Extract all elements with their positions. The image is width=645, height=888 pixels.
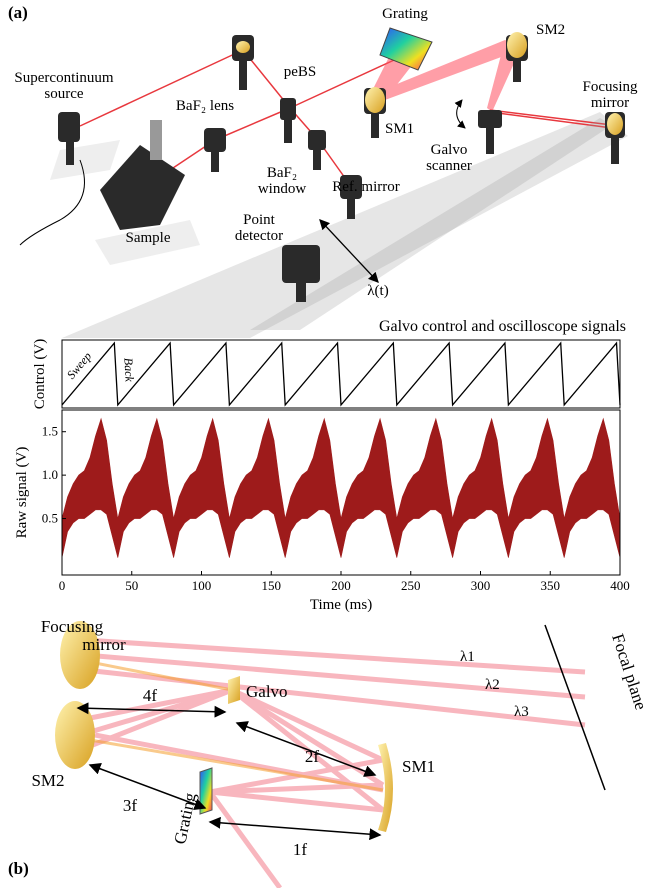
label: Focusing xyxy=(582,79,638,95)
label: λ1 xyxy=(460,649,475,665)
label: λ(t) xyxy=(367,283,388,299)
panel-label: (b) xyxy=(8,859,29,878)
label: Sample xyxy=(126,230,171,246)
x-tick-label: 250 xyxy=(401,578,421,593)
annotation: Sweep xyxy=(64,349,94,381)
signal-area xyxy=(62,419,620,558)
control-line xyxy=(62,343,620,405)
label: Galvo xyxy=(246,682,288,701)
label: SM2 xyxy=(31,771,64,790)
figure: (a) Supercontinuum source BaF₂ lens peBS… xyxy=(0,0,645,888)
label: Grating xyxy=(382,6,428,22)
label: 1f xyxy=(293,840,308,859)
label: Ref. mirror xyxy=(332,179,399,195)
label: BaF₂ lens xyxy=(176,98,234,114)
chart-title: Galvo control and oscilloscope signals xyxy=(379,318,626,335)
y-tick-label: 1.5 xyxy=(42,424,58,439)
label: mirror xyxy=(82,635,126,654)
label: SM2 xyxy=(536,22,565,38)
y-axis-label: Control (V) xyxy=(32,339,48,409)
label: 4f xyxy=(143,686,158,705)
label: Focusing xyxy=(41,617,104,636)
y-tick-label: 1.0 xyxy=(42,467,58,482)
label: scanner xyxy=(426,158,472,174)
label: 3f xyxy=(123,796,138,815)
label: Point xyxy=(243,212,276,228)
label: Focal plane xyxy=(608,631,645,712)
y-tick-label: 0.5 xyxy=(42,511,58,526)
label: mirror xyxy=(591,95,629,111)
label: λ2 xyxy=(485,677,500,693)
x-tick-label: 0 xyxy=(59,578,66,593)
label: SM1 xyxy=(385,121,414,137)
panel-label: (a) xyxy=(8,3,28,22)
label: peBS xyxy=(284,64,317,80)
x-tick-label: 400 xyxy=(610,578,630,593)
label: Galvo xyxy=(431,142,468,158)
label: λ3 xyxy=(514,704,529,720)
label: window xyxy=(258,181,307,197)
label: source xyxy=(44,86,83,102)
label: BaF₂ xyxy=(267,165,297,181)
charts: Galvo control and oscilloscope signals Co… xyxy=(14,318,630,613)
x-tick-label: 350 xyxy=(541,578,561,593)
x-tick-label: 100 xyxy=(192,578,212,593)
annotation: Back xyxy=(121,357,136,382)
x-tick-label: 200 xyxy=(331,578,351,593)
label: Supercontinuum xyxy=(14,70,113,86)
y-axis-label: Raw signal (V) xyxy=(14,447,30,539)
label: detector xyxy=(235,228,283,244)
x-tick-label: 50 xyxy=(125,578,138,593)
x-axis-label: Time (ms) xyxy=(310,597,372,613)
x-tick-label: 150 xyxy=(262,578,282,593)
panel-b-drawing xyxy=(55,621,605,888)
label: 2f xyxy=(305,747,320,766)
label: Grating xyxy=(170,791,199,846)
x-tick-label: 300 xyxy=(471,578,491,593)
label: SM1 xyxy=(402,757,435,776)
